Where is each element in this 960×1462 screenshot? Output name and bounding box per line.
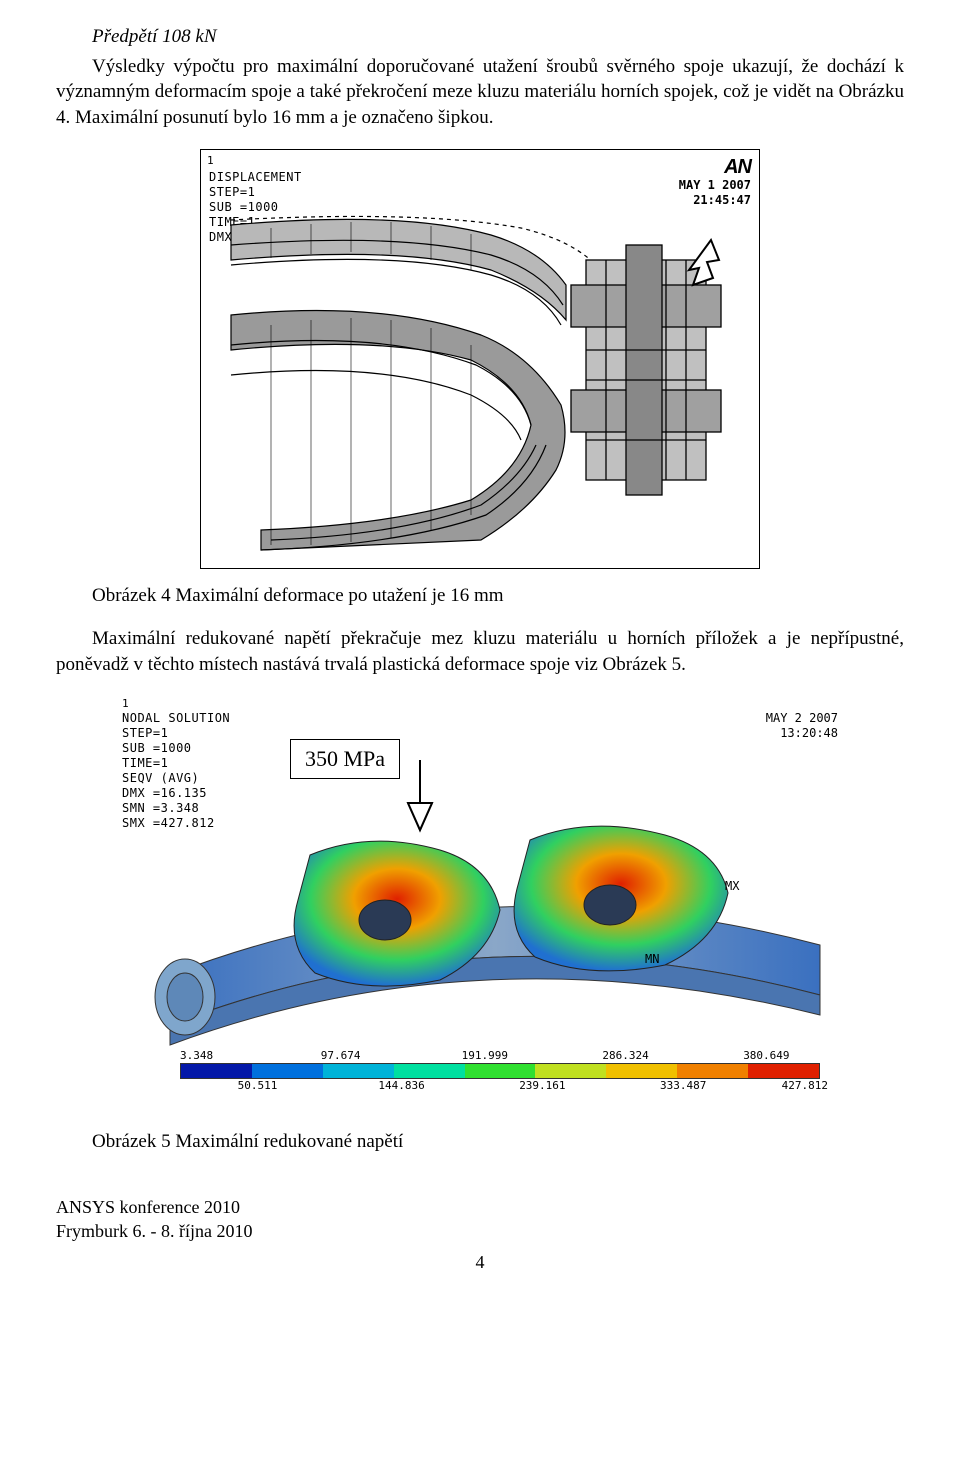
footer-conference: ANSYS konference 2010 [56,1195,904,1219]
color-legend: 3.348 97.674 191.999 286.324 380.649 50.… [180,1049,820,1107]
legend-val-top-2: 191.999 [462,1049,508,1064]
legend-val-top-4: 380.649 [743,1049,789,1064]
legend-val-bot-2: 239.161 [519,1079,565,1094]
paragraph-2: Maximální redukované napětí překračuje m… [56,626,904,677]
page-number: 4 [56,1250,904,1274]
legend-val-top-3: 286.324 [602,1049,648,1064]
figure-4-mesh-svg [201,150,761,570]
legend-val-top-0: 3.348 [180,1049,213,1064]
legend-val-bot-0: 50.511 [238,1079,278,1094]
legend-val-bot-3: 333.487 [660,1079,706,1094]
footer-place-date: Frymburk 6. - 8. října 2010 [56,1219,904,1243]
mn-marker: MN [645,952,659,966]
stress-value-label: 350 MPa [290,739,400,779]
figure-5-stress: 1 NODAL SOLUTION STEP=1 SUB =1000 TIME=1… [120,695,840,1115]
legend-val-bot-4: 427.812 [782,1079,828,1094]
mx-marker: MX [725,879,740,893]
legend-val-top-1: 97.674 [321,1049,361,1064]
legend-color-bar [180,1063,820,1079]
page-footer: ANSYS konference 2010 Frymburk 6. - 8. ř… [56,1195,904,1274]
paragraph-1: Výsledky výpočtu pro maximální doporučov… [56,54,904,131]
figure-4-caption: Obrázek 4 Maximální deformace po utažení… [92,583,904,609]
figure-5-caption: Obrázek 5 Maximální redukované napětí [92,1129,904,1155]
section-heading: Předpětí 108 kN [56,24,904,50]
legend-val-bot-1: 144.836 [378,1079,424,1094]
figure-4-displacement: 1 DISPLACEMENT STEP=1 SUB =1000 TIME=1 D… [200,149,760,569]
